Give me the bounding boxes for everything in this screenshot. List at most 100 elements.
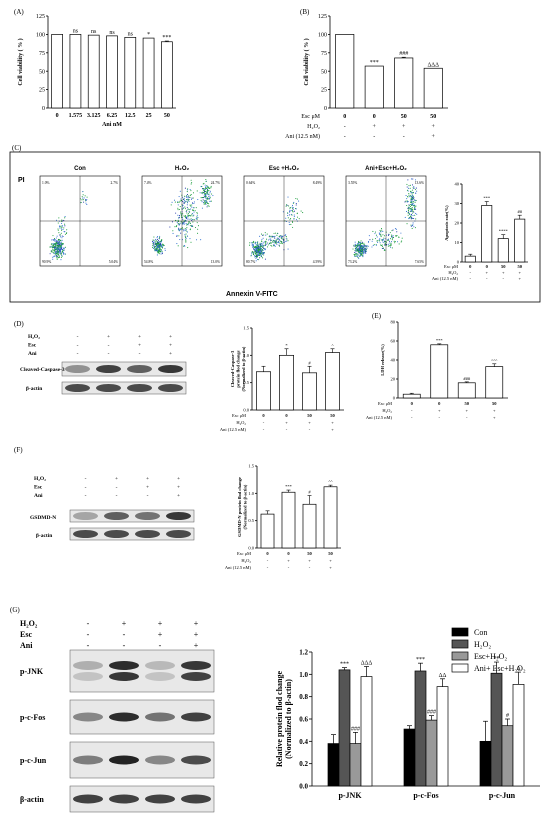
x-axis-label: Ani nM: [102, 122, 122, 128]
panel-c-frame: [9, 151, 541, 303]
bar: [302, 372, 317, 411]
flow-event: [177, 207, 179, 209]
flow-event: [406, 198, 408, 200]
treatment-sign: +: [158, 630, 163, 639]
flow-event: [84, 195, 86, 197]
flow-event: [387, 245, 389, 247]
legend-label: H₂O₂: [474, 640, 491, 649]
flow-event: [374, 233, 376, 235]
panel-label-b: (B): [300, 8, 310, 16]
flow-event: [64, 246, 66, 248]
flow-event: [256, 254, 258, 256]
flow-event: [380, 244, 382, 246]
flow-event: [156, 237, 158, 239]
flow-event: [406, 201, 408, 203]
flow-event: [64, 253, 66, 255]
flow-event: [407, 179, 409, 181]
flow-event: [207, 189, 209, 191]
flow-event: [276, 237, 278, 239]
flow-event: [391, 247, 393, 249]
flow-event: [206, 192, 209, 194]
flow-event: [194, 226, 197, 229]
flow-event: [50, 251, 52, 253]
flow-event: [292, 226, 294, 228]
flow-event: [61, 241, 63, 243]
flow-event: [356, 248, 358, 250]
treatment-sign: -: [139, 351, 141, 357]
legend-label: Con: [474, 628, 487, 637]
flow-event: [189, 211, 191, 213]
band: [166, 530, 191, 538]
flow-event: [357, 254, 359, 256]
flow-event: [177, 245, 179, 247]
flow-event: [413, 208, 416, 211]
flow-event: [382, 234, 384, 236]
bar-H₂O₂: [490, 672, 503, 787]
flow-event: [282, 211, 284, 213]
flow-event: [192, 212, 194, 215]
y-axis-label: (Normalized to β-actin): [241, 346, 246, 391]
flow-event: [395, 228, 397, 230]
flow-event: [412, 217, 414, 219]
flow-event: [411, 203, 413, 205]
ani-sign: -: [373, 134, 375, 140]
flow-event: [407, 214, 409, 216]
y-axis-label: (Normalized to β-actin): [243, 484, 248, 529]
flow-event: [282, 241, 284, 243]
flow-event: [187, 216, 189, 218]
flow-event: [206, 197, 208, 199]
blot-label-actin: β-actin: [36, 533, 52, 539]
flow-event: [408, 194, 410, 196]
flow-event: [199, 192, 201, 194]
flow-event: [410, 178, 413, 180]
flow-event: [206, 198, 208, 200]
flow-event: [60, 246, 62, 248]
annexin-axis-label: Annexin V-FITC: [226, 291, 278, 298]
flow-event: [412, 194, 414, 196]
flow-event: [174, 201, 176, 203]
flow-event: [293, 210, 296, 212]
flow-event: [290, 213, 292, 215]
flow-event: [183, 229, 185, 231]
flow-event: [251, 242, 253, 244]
flow-event: [254, 241, 256, 243]
flow-event: [263, 252, 265, 254]
band: [181, 794, 211, 804]
flow-event: [354, 241, 356, 243]
flow-event: [59, 244, 61, 247]
esc-value: 50: [330, 413, 335, 418]
ani-sign: -: [466, 415, 468, 420]
flow-event: [52, 258, 54, 260]
y-tick-label: 50: [321, 69, 327, 75]
quadrant-q1: 0.64%: [246, 181, 255, 185]
flow-event: [193, 202, 195, 205]
chart-f: 0.0 0.5 1.0 1.5 GSDMD-N protein flod change(…: [225, 464, 341, 570]
ani-row-label: Ani (12.5 nM): [366, 415, 393, 420]
flow-event: [179, 200, 181, 202]
bar: [106, 35, 118, 109]
flow-event: [177, 219, 179, 221]
flow-event: [376, 240, 378, 242]
flow-event: [161, 240, 163, 242]
flow-event: [416, 190, 418, 192]
flow-event: [400, 232, 402, 234]
h2o2-sign: -: [470, 270, 472, 275]
flow-event: [359, 242, 361, 245]
significance-label: *: [147, 32, 150, 38]
significance-label: ##: [518, 209, 523, 214]
flow-event: [180, 221, 182, 223]
treatment-sign: -: [87, 619, 90, 628]
flow-event: [185, 230, 187, 232]
bar: [335, 34, 355, 109]
band: [73, 755, 103, 765]
flow-event: [412, 187, 414, 189]
flow-event: [55, 237, 57, 239]
band: [109, 672, 139, 681]
flow-event: [176, 225, 178, 227]
y-tick-label: 0: [393, 396, 396, 401]
y-tick-label: 0.2: [299, 760, 308, 768]
quadrant-q1: 3.55%: [348, 181, 357, 185]
flow-event: [415, 192, 417, 194]
flow-event: [63, 247, 65, 249]
panel-label-g: (G): [10, 606, 20, 614]
